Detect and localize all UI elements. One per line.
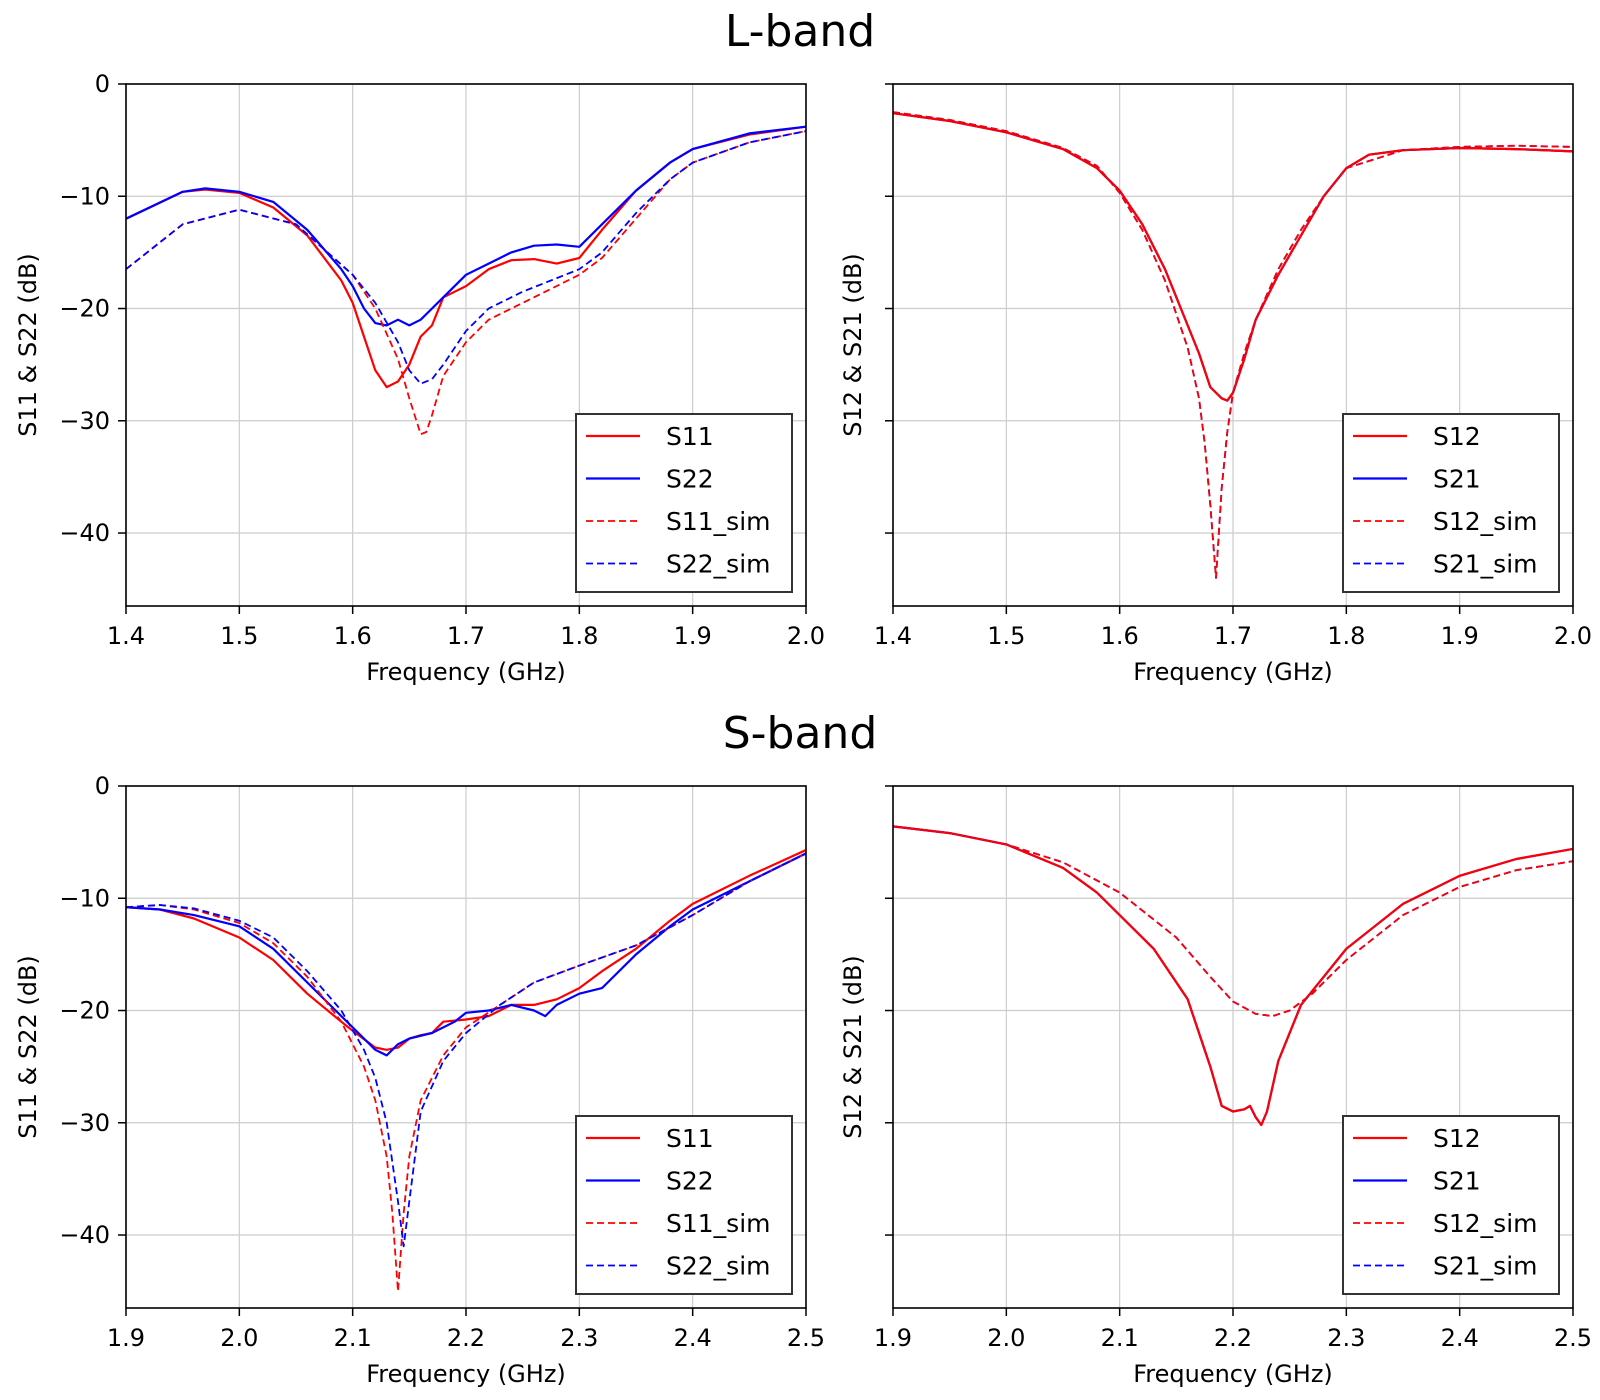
y-tick-label: −40 [59, 519, 110, 547]
legend-label: S12_sim [1433, 507, 1538, 536]
series-group [126, 125, 806, 436]
y-axis-label: S11 & S22 (dB) [14, 253, 42, 437]
x-tick-label: 2.0 [1554, 622, 1592, 650]
series-line-s22 [126, 125, 806, 327]
x-tick-label: 2.0 [220, 1324, 258, 1352]
legend-label: S21 [1433, 1167, 1481, 1196]
x-axis-label: Frequency (GHz) [366, 1360, 566, 1388]
series-line-s12-sim [893, 825, 1573, 1017]
chart-panel-2: 1.4 1.5 1.6 1.7 1.8 1.9 2.0 Frequency (GHz) S12 … [839, 83, 1592, 686]
x-tick-label: 1.9 [674, 622, 712, 650]
y-tick-label: −30 [59, 407, 110, 435]
x-tick-label: 2.4 [674, 1324, 712, 1352]
x-tick-label: 1.7 [1214, 622, 1252, 650]
legend-label: S21_sim [1433, 1252, 1538, 1281]
x-tick-label: 2.3 [1327, 1324, 1365, 1352]
legend-box [575, 1115, 793, 1295]
plot-frame [892, 83, 1574, 607]
x-tick-label: 1.7 [447, 622, 485, 650]
panels: 1.4 1.5 1.6 1.7 1.8 1.9 2.0 0 −10 −20 −30 −40 Freque… [14, 70, 1592, 1388]
y-tick-label: −10 [59, 884, 110, 912]
series-group [893, 111, 1573, 579]
legend-label: S11 [666, 1124, 714, 1153]
y-tick-label: −20 [59, 295, 110, 323]
series-line-s12-sim [893, 111, 1573, 579]
legend-label: S22 [666, 1167, 714, 1196]
legend-label: S12 [1433, 422, 1481, 451]
x-axis-label: Frequency (GHz) [366, 658, 566, 686]
legend-box [1342, 1115, 1560, 1295]
legend-box [575, 413, 793, 593]
y-tick-label: −20 [59, 997, 110, 1025]
legend-label: S21_sim [1433, 550, 1538, 579]
series-group [126, 848, 806, 1293]
y-axis-label: S12 & S21 (dB) [839, 955, 867, 1139]
title-l-band: L-band [725, 6, 875, 57]
legend-label: S22 [666, 465, 714, 494]
chart-panel-1: 1.4 1.5 1.6 1.7 1.8 1.9 2.0 0 −10 −20 −30 −40 Freque… [14, 70, 825, 686]
y-tick-label: −30 [59, 1109, 110, 1137]
x-tick-label: 2.2 [447, 1324, 485, 1352]
x-tick-label: 1.4 [107, 622, 145, 650]
legend-label: S21 [1433, 465, 1481, 494]
title-s-band: S-band [723, 708, 878, 759]
series-line-s22 [126, 852, 806, 1057]
legend: S11 S22 S11_sim S22_sim [575, 1115, 793, 1295]
y-tick-label: −10 [59, 182, 110, 210]
x-tick-label: 1.9 [107, 1324, 145, 1352]
y-tick-label: 0 [95, 70, 110, 98]
x-tick-label: 1.6 [334, 622, 372, 650]
y-axis-label: S11 & S22 (dB) [14, 955, 42, 1139]
x-tick-label: 1.5 [220, 622, 258, 650]
x-tick-label: 1.8 [1327, 622, 1365, 650]
chart-panel-3: 1.9 2.0 2.1 2.2 2.3 2.4 2.5 0 −10 −20 −30 −40 Freque… [14, 772, 825, 1388]
plot-frame [125, 83, 807, 607]
x-tick-label: 2.1 [334, 1324, 372, 1352]
legend-label: S12_sim [1433, 1209, 1538, 1238]
y-tick-label: 0 [95, 772, 110, 800]
series-line-s11-sim [126, 852, 806, 1293]
x-tick-label: 1.9 [1441, 622, 1479, 650]
x-tick-label: 2.1 [1101, 1324, 1139, 1352]
plot-frame [892, 785, 1574, 1309]
legend-label: S22_sim [666, 550, 771, 579]
legend: S12 S21 S12_sim S21_sim [1342, 413, 1560, 593]
y-tick-label: −40 [59, 1221, 110, 1249]
x-tick-label: 2.4 [1441, 1324, 1479, 1352]
series-line-s12 [893, 825, 1573, 1127]
legend-label: S11_sim [666, 1209, 771, 1238]
series-line-s22-sim [126, 852, 806, 1248]
legend-label: S22_sim [666, 1252, 771, 1281]
x-tick-label: 2.5 [1554, 1324, 1592, 1352]
y-axis-label: S12 & S21 (dB) [839, 253, 867, 437]
series-line-s22-sim [126, 130, 806, 385]
x-tick-label: 1.6 [1101, 622, 1139, 650]
plot-frame [125, 785, 807, 1309]
x-tick-label: 2.0 [787, 622, 825, 650]
legend-label: S11 [666, 422, 714, 451]
series-group [893, 825, 1573, 1127]
series-line-s12 [893, 112, 1573, 402]
chart-panel-4: 1.9 2.0 2.1 2.2 2.3 2.4 2.5 Frequency (GHz) S12 … [839, 785, 1592, 1388]
x-tick-label: 2.3 [560, 1324, 598, 1352]
series-line-s11-sim [126, 130, 806, 436]
x-axis-label: Frequency (GHz) [1133, 1360, 1333, 1388]
series-line-s11 [126, 125, 806, 389]
legend-box [1342, 413, 1560, 593]
x-tick-label: 1.5 [987, 622, 1025, 650]
legend-label: S12 [1433, 1124, 1481, 1153]
x-tick-label: 1.9 [874, 1324, 912, 1352]
x-tick-label: 2.5 [787, 1324, 825, 1352]
legend: S12 S21 S12_sim S21_sim [1342, 1115, 1560, 1295]
x-tick-label: 1.4 [874, 622, 912, 650]
legend-label: S11_sim [666, 507, 771, 536]
x-tick-label: 2.0 [987, 1324, 1025, 1352]
x-tick-label: 1.8 [560, 622, 598, 650]
x-tick-label: 2.2 [1214, 1324, 1252, 1352]
legend: S11 S22 S11_sim S22_sim [575, 413, 793, 593]
x-axis-label: Frequency (GHz) [1133, 658, 1333, 686]
